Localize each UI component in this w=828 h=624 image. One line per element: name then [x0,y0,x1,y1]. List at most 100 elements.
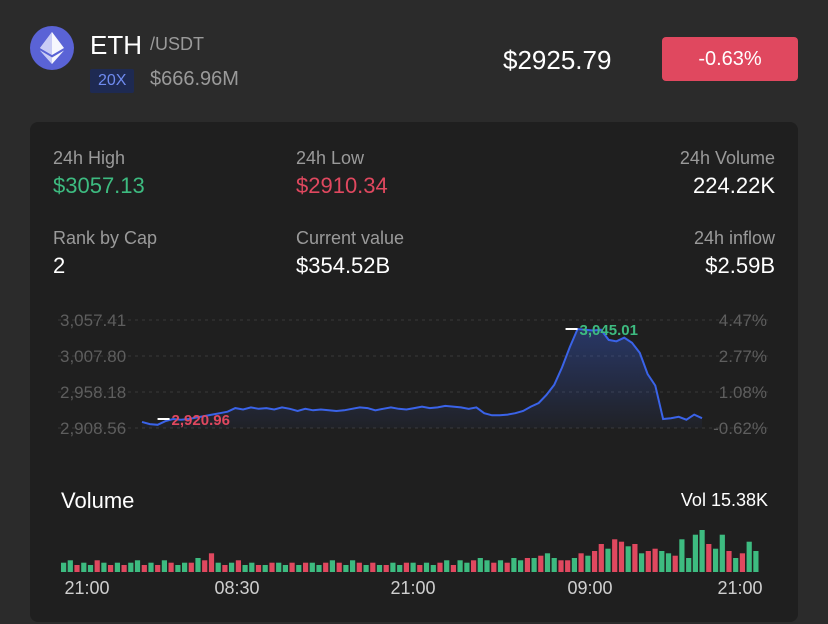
x-tick-label: 09:00 [567,578,612,598]
y-tick-right: 2.77% [719,347,767,366]
volume-bar [652,548,658,572]
rank-label: Rank by Cap [53,228,158,248]
volume-bar [719,534,725,572]
volume-bar [175,565,181,572]
ethereum-icon [30,26,74,70]
volume-bar [276,562,282,572]
volume-bar [141,565,147,572]
volume-bar [679,539,685,572]
volume-bar [108,565,114,572]
volume-bar [94,560,100,572]
volume-bar [188,562,194,572]
low-label: 24h Low [296,148,365,168]
volume-bar [74,565,80,572]
y-tick-left: 3,057.41 [60,311,126,330]
x-tick-label: 08:30 [214,578,259,598]
volume-bar [746,541,752,572]
volume-bar [155,565,161,572]
volume-bar [558,560,564,572]
volume-bar [645,551,651,572]
y-tick-left: 3,007.80 [60,347,126,366]
volume-bar [713,548,719,572]
volume-bar [497,560,504,572]
y-tick-left: 2,958.18 [60,383,126,402]
leverage-badge: 20X [90,69,135,93]
volume-bar [282,565,288,572]
volume-bar [309,562,315,572]
volume-bar [524,558,530,572]
volume-bar [665,553,672,572]
volume-bar [430,565,436,572]
volume-bar [383,565,389,572]
volume-bar [370,562,376,572]
volume-bar [437,562,443,572]
price-line [141,327,703,426]
volume-bar [450,565,456,572]
volume-bar [531,558,537,572]
volume-bar [551,558,557,572]
volume-bar [571,558,577,572]
volume-bar [477,558,483,572]
inflow-label: 24h inflow [693,228,775,248]
volume-bar [350,560,356,572]
volume-bar [538,555,544,572]
volume-bar [235,560,241,572]
volume-bar [323,562,329,572]
volume-bar [222,565,228,572]
volume-bar [390,562,396,572]
volume-bar [612,539,618,572]
volume-bar [484,560,490,572]
volume-bar [457,560,463,572]
volume-bar [423,562,430,572]
volume-bar [121,565,127,572]
volume-bar [686,558,692,572]
y-tick-left: 2,908.56 [60,419,126,438]
current-value-label: Current value [296,228,405,248]
volume-bar [242,565,248,572]
volume-bar [128,562,134,572]
volume-bar [403,562,409,572]
volume-bar [255,565,262,572]
price-chart[interactable]: 3,057.41 4.47% 3,007.80 2.77% 2,958.18 1.08% 2… [0,300,828,450]
volume-bar [202,560,208,572]
volume-bar [87,565,94,572]
volume-bar [504,562,510,572]
market-cap: $666.96M [150,68,239,90]
volume-chart[interactable]: 21:00 08:30 21:00 09:00 21:00 [0,520,828,604]
volume-bar [316,565,322,572]
pair-quote: /USDT [150,34,204,54]
current-price: $2925.79 [503,45,612,75]
volume-bar [336,562,342,572]
volume-bar [585,555,591,572]
min-price-label: 2,920.96 [172,412,230,429]
volume-bar [444,560,450,572]
volume-bar [303,562,309,572]
volume-bar [269,562,275,572]
volume-bar [578,553,584,572]
volume-bar [61,562,67,572]
volume-bar [397,565,403,572]
volume-bar [511,558,517,572]
volume-bar [81,562,87,572]
volume-bar [67,560,73,572]
volume-bar [195,558,201,572]
inflow-value: $2.59B [705,253,775,278]
volume-bar [592,551,598,572]
volume-label: 24h Volume [679,148,775,168]
volume-bar [739,553,745,572]
volume-bar [229,562,235,572]
price-change-badge[interactable]: -0.63% [662,37,798,81]
volume-bar [639,553,645,572]
volume-bar [753,551,759,572]
volume-bar [148,562,154,572]
volume-bar [726,551,732,572]
volume-total: Vol 15.38K [680,490,768,510]
volume-bar [161,560,167,572]
volume-bar [134,560,141,572]
volume-bar [356,562,362,572]
ethereum-diamond-icon [40,32,64,64]
pair-symbol: ETH [90,30,142,60]
x-tick-label: 21:00 [717,578,762,598]
volume-bar [706,544,712,572]
volume-bar [733,558,739,572]
